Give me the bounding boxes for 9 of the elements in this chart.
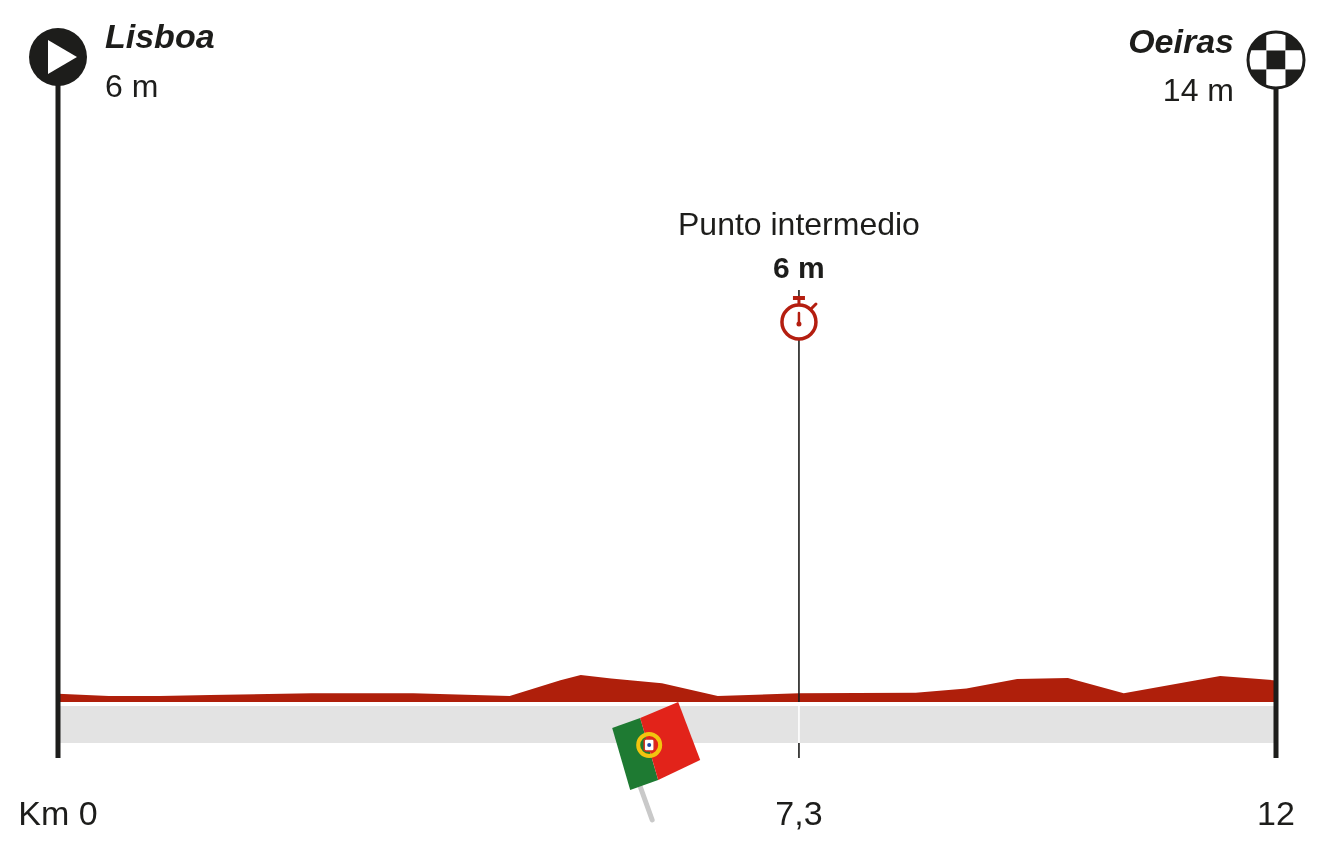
text: 14 m bbox=[1162, 72, 1234, 108]
legend-label: Lisboa bbox=[105, 17, 215, 55]
text: 6 m bbox=[105, 68, 159, 104]
ref-line-label: Punto intermedio bbox=[677, 206, 920, 242]
text: 6 m bbox=[773, 251, 825, 284]
ref-line-label: Oeiras bbox=[1128, 22, 1234, 60]
x-tick-label: 7,3 bbox=[775, 794, 823, 832]
x-tick-label: Km 0 bbox=[18, 794, 98, 832]
x-tick-label: 12 bbox=[1257, 794, 1295, 832]
